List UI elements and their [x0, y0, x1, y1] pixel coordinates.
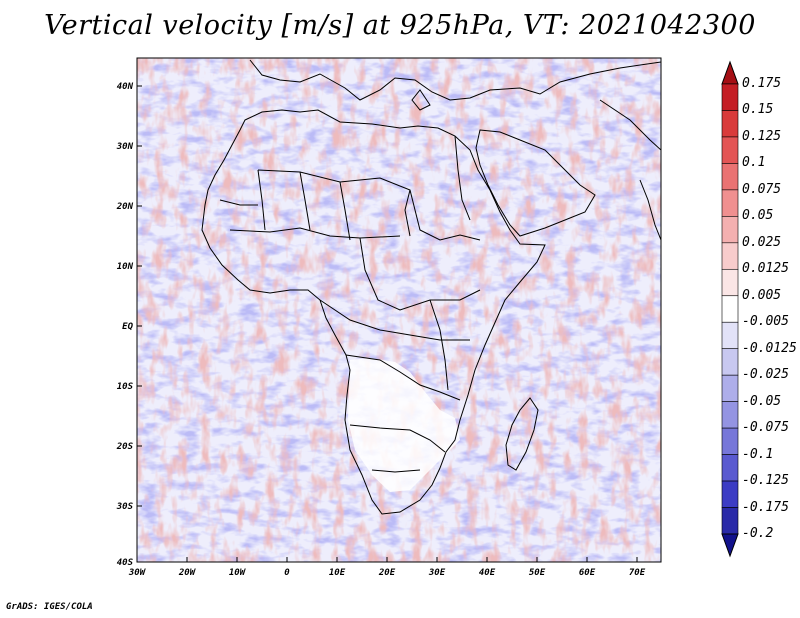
lon-tick-label: 50E	[529, 568, 546, 578]
longitude-axis: 30W 20W 10W 0 10E 20E 30E 40E 50E 60E 70E	[128, 557, 646, 578]
lat-tick-label: 10N	[117, 262, 134, 272]
colorbar-label: 0.025	[742, 234, 782, 250]
colorbar-segment	[721, 454, 739, 482]
colorbar-segment	[721, 480, 739, 508]
colorbar-label: -0.175	[742, 499, 789, 515]
colorbar-label: 0.15	[742, 102, 774, 118]
lat-tick-label: EQ	[122, 322, 133, 332]
lat-tick-label: 30N	[116, 142, 134, 152]
colorbar-label: 0.075	[742, 181, 782, 197]
lon-tick-label: 30E	[428, 568, 446, 578]
colorbar-label: 0.175	[742, 76, 782, 91]
lon-tick-label: 10W	[229, 568, 247, 578]
colorbar-top-arrow	[721, 60, 739, 85]
lon-tick-label: 40E	[479, 568, 496, 578]
lat-tick-label: 20S	[116, 442, 134, 452]
map-frame	[136, 57, 662, 563]
colorbar-bottom-arrow	[721, 533, 739, 558]
colorbar-label: -0.125	[742, 473, 789, 489]
lat-tick-label: 40N	[117, 82, 134, 92]
lat-tick-label: 20N	[116, 202, 134, 212]
colorbar-label: -0.05	[742, 393, 782, 409]
lon-tick-label: 20E	[378, 568, 396, 578]
lon-tick-label: 10E	[329, 568, 346, 578]
lat-tick-label: 40S	[117, 558, 134, 568]
colorbar-label: -0.1	[742, 446, 774, 462]
lon-tick-label: 0	[284, 568, 290, 578]
colorbar-label: -0.005	[742, 314, 789, 330]
lat-tick-label: 10S	[117, 382, 134, 392]
latitude-axis: 40N 30N 20N 10N EQ 10S 20S 30S 40S	[116, 82, 142, 568]
colorbar-label: -0.075	[742, 420, 789, 436]
colorbar-segment	[721, 427, 739, 455]
colorbar-segment	[721, 242, 739, 270]
lon-tick-label: 20W	[178, 568, 197, 578]
lon-tick-label: 60E	[579, 568, 596, 578]
colorbar-segment	[721, 507, 739, 535]
colorbar-segment	[721, 163, 739, 191]
map-title: Vertical velocity [m/s] at 925hPa, VT: 2…	[44, 10, 756, 41]
lon-tick-label: 30W	[128, 568, 147, 578]
coastlines	[201, 59, 661, 515]
colorbar-segment	[721, 83, 739, 111]
colorbar-label: 0.0125	[742, 261, 789, 277]
colorbar-segment	[721, 268, 739, 297]
colorbar-label: 0.05	[742, 208, 774, 224]
colorbar-segment	[721, 110, 739, 138]
colorbar-segment	[721, 321, 739, 350]
colorbar-label: 0.1	[742, 155, 766, 171]
colorbar	[721, 60, 739, 558]
lon-tick-label: 70E	[629, 568, 646, 578]
colorbar-label: 0.125	[742, 128, 782, 144]
colorbar-segment	[721, 295, 739, 323]
colorbar-label: -0.025	[742, 367, 789, 383]
grads-credit: GrADS: IGES/COLA	[6, 602, 93, 612]
colorbar-segment	[721, 216, 739, 244]
colorbar-label: -0.0125	[742, 340, 797, 356]
colorbar-segment	[721, 348, 739, 376]
colorbar-segment	[721, 189, 739, 217]
colorbar-label: 0.005	[742, 287, 782, 303]
colorbar-label: -0.2	[742, 526, 774, 541]
colorbar-segment	[721, 374, 739, 402]
colorbar-segment	[721, 401, 739, 429]
colorbar-segment	[721, 136, 739, 164]
lat-tick-label: 30S	[116, 502, 134, 512]
